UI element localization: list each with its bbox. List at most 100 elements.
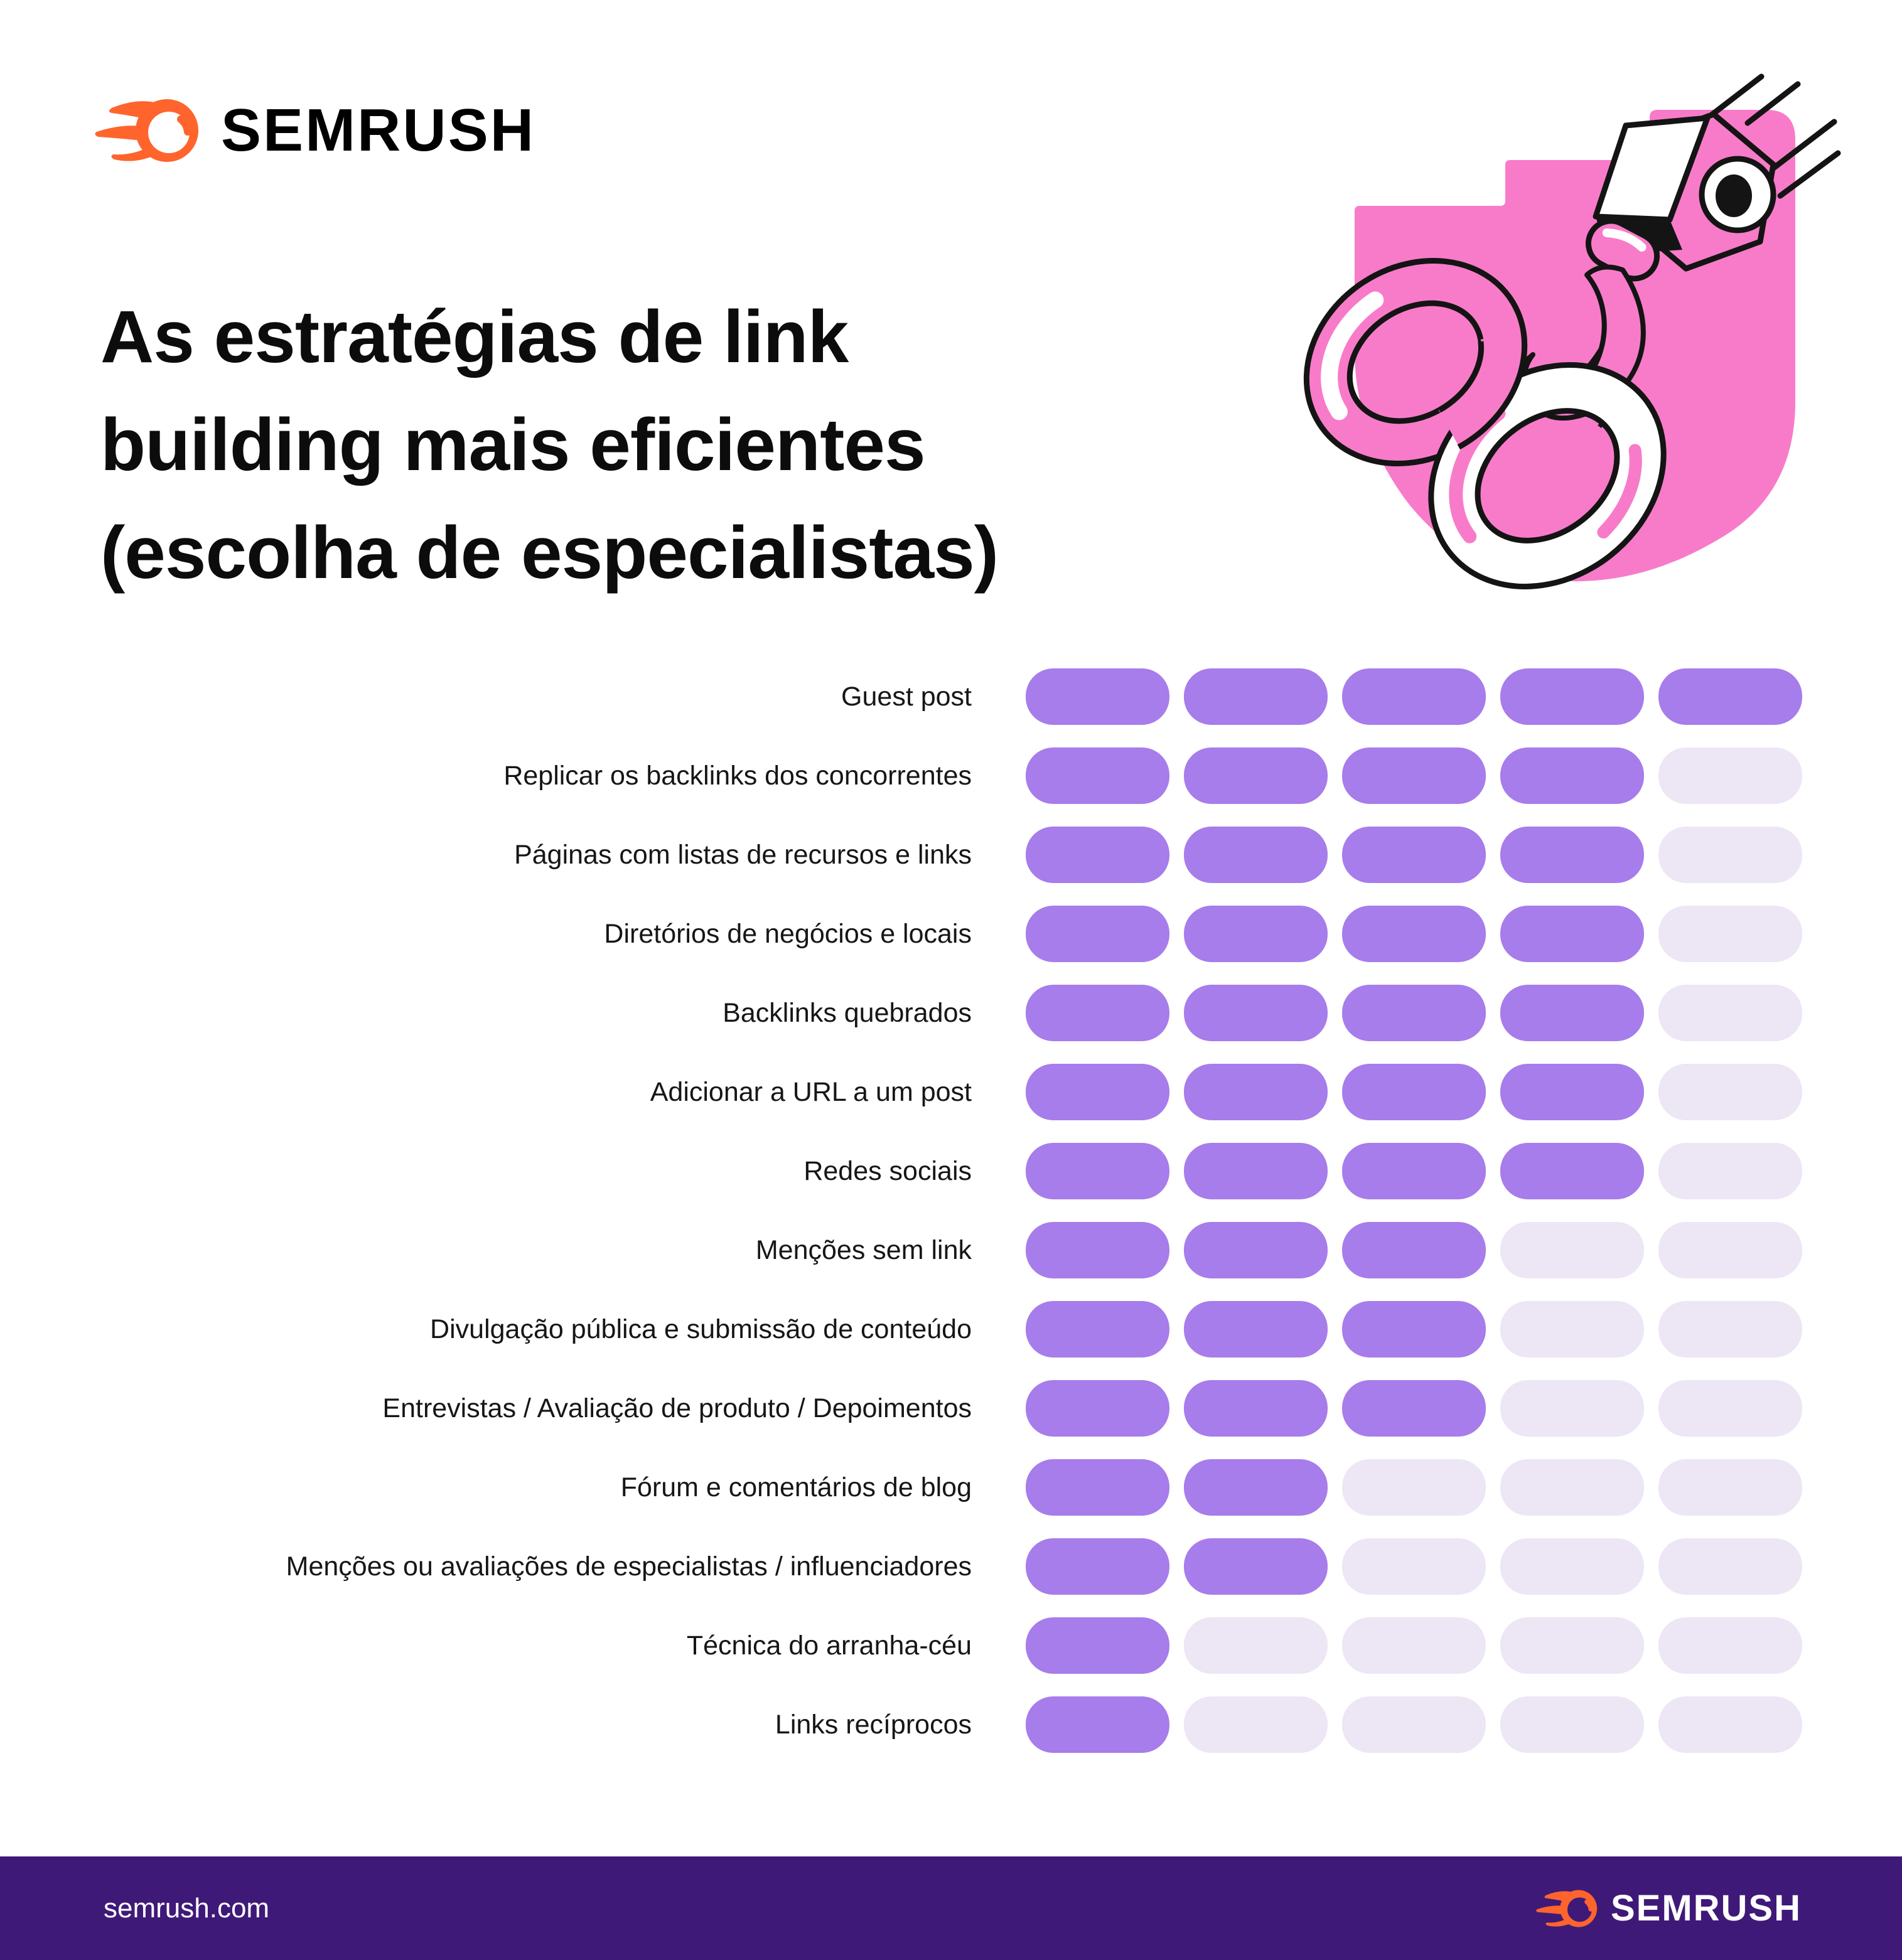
chart-row: Diretórios de negócios e locais <box>0 894 1902 973</box>
pill-track <box>1026 1617 1802 1674</box>
pill-empty <box>1184 1696 1328 1753</box>
pill-empty <box>1342 1538 1486 1595</box>
pill-empty <box>1658 1143 1802 1199</box>
pill-filled <box>1500 1143 1644 1199</box>
pill-filled <box>1342 985 1486 1041</box>
chart-row: Fórum e comentários de blog <box>0 1448 1902 1527</box>
pill-track <box>1026 1064 1802 1120</box>
chain-links-with-crane-hook-illustration <box>1303 73 1841 589</box>
pill-filled <box>1026 1617 1169 1674</box>
footer-semrush-logo: SEMRUSH <box>1535 1887 1802 1929</box>
pill-filled <box>1026 747 1169 804</box>
pill-empty <box>1658 1459 1802 1516</box>
pill-filled <box>1342 668 1486 725</box>
pill-empty <box>1658 906 1802 962</box>
pill-empty <box>1500 1459 1644 1516</box>
row-label: Entrevistas / Avaliação de produto / Dep… <box>382 1393 972 1423</box>
pill-filled <box>1342 827 1486 883</box>
row-label: Diretórios de negócios e locais <box>604 918 972 949</box>
chart-row: Guest post <box>0 657 1902 736</box>
pill-filled <box>1500 668 1644 725</box>
pill-filled <box>1026 1380 1169 1437</box>
semrush-comet-icon <box>95 99 198 162</box>
pill-filled <box>1184 1064 1328 1120</box>
pill-filled <box>1184 827 1328 883</box>
pill-filled <box>1342 1143 1486 1199</box>
row-label: Fórum e comentários de blog <box>620 1472 972 1502</box>
pill-empty <box>1500 1538 1644 1595</box>
pill-track <box>1026 1143 1802 1199</box>
pill-filled <box>1184 985 1328 1041</box>
pill-filled <box>1026 1696 1169 1753</box>
chart-row: Replicar os backlinks dos concorrentes <box>0 736 1902 815</box>
chart-row: Links recíprocos <box>0 1685 1902 1764</box>
pill-track <box>1026 1696 1802 1753</box>
footer: semrush.com SEMRUSH <box>0 1856 1902 1960</box>
pill-track <box>1026 827 1802 883</box>
chart-row: Menções sem link <box>0 1211 1902 1290</box>
pill-filled <box>1184 1301 1328 1358</box>
row-label: Links recíprocos <box>775 1709 972 1740</box>
pill-empty <box>1500 1696 1644 1753</box>
row-label: Técnica do arranha-céu <box>686 1630 972 1661</box>
pill-filled <box>1500 1064 1644 1120</box>
chart-row: Entrevistas / Avaliação de produto / Dep… <box>0 1369 1902 1448</box>
pill-empty <box>1342 1459 1486 1516</box>
pill-empty <box>1658 1380 1802 1437</box>
chart-row: Menções ou avaliações de especialistas /… <box>0 1527 1902 1606</box>
pill-empty <box>1658 1696 1802 1753</box>
pill-track <box>1026 1459 1802 1516</box>
row-label: Backlinks quebrados <box>723 997 972 1028</box>
pill-filled <box>1500 827 1644 883</box>
pill-filled <box>1184 668 1328 725</box>
semrush-logo-text: SEMRUSH <box>221 97 536 164</box>
pill-filled <box>1500 906 1644 962</box>
pill-empty <box>1500 1301 1644 1358</box>
pill-filled <box>1184 747 1328 804</box>
pill-empty <box>1658 747 1802 804</box>
row-label: Páginas com listas de recursos e links <box>514 839 972 870</box>
pill-empty <box>1342 1696 1486 1753</box>
chart-rows: Guest post Replicar os backlinks dos conc… <box>0 657 1902 1764</box>
page-title: As estratégias de link building mais efi… <box>100 283 1331 607</box>
pill-filled <box>1342 906 1486 962</box>
chart-row: Redes sociais <box>0 1132 1902 1211</box>
pill-empty <box>1500 1380 1644 1437</box>
chain-interlock-segment <box>1437 330 1527 450</box>
pill-filled <box>1026 985 1169 1041</box>
pill-filled <box>1342 1222 1486 1278</box>
pill-empty <box>1342 1617 1486 1674</box>
pill-track <box>1026 1538 1802 1595</box>
pill-filled <box>1342 1380 1486 1437</box>
chart-row: Divulgação pública e submissão de conteú… <box>0 1290 1902 1369</box>
pill-filled <box>1026 827 1169 883</box>
semrush-comet-icon <box>1536 1890 1598 1927</box>
row-label: Menções sem link <box>755 1234 972 1265</box>
pill-track <box>1026 747 1802 804</box>
row-label: Adicionar a URL a um post <box>650 1076 972 1107</box>
pill-empty <box>1658 985 1802 1041</box>
chart-row: Backlinks quebrados <box>0 973 1902 1052</box>
pill-filled <box>1658 668 1802 725</box>
pill-filled <box>1342 1301 1486 1358</box>
row-label: Divulgação pública e submissão de conteú… <box>430 1314 972 1344</box>
pill-filled <box>1026 1538 1169 1595</box>
pill-track <box>1026 1301 1802 1358</box>
pill-empty <box>1658 1222 1802 1278</box>
pill-filled <box>1342 1064 1486 1120</box>
pill-empty <box>1658 1064 1802 1120</box>
pill-filled <box>1026 668 1169 725</box>
chart-row: Páginas com listas de recursos e links <box>0 815 1902 894</box>
pill-filled <box>1026 1222 1169 1278</box>
pill-filled <box>1184 906 1328 962</box>
title-line-1: As estratégias de link <box>100 296 849 379</box>
pill-empty <box>1658 827 1802 883</box>
pill-track <box>1026 1222 1802 1278</box>
chart-row: Técnica do arranha-céu <box>0 1606 1902 1685</box>
pill-filled <box>1184 1538 1328 1595</box>
row-label: Menções ou avaliações de especialistas /… <box>286 1551 972 1582</box>
chart: Guest post Replicar os backlinks dos conc… <box>0 657 1902 1764</box>
pill-filled <box>1026 1301 1169 1358</box>
pill-filled <box>1184 1143 1328 1199</box>
